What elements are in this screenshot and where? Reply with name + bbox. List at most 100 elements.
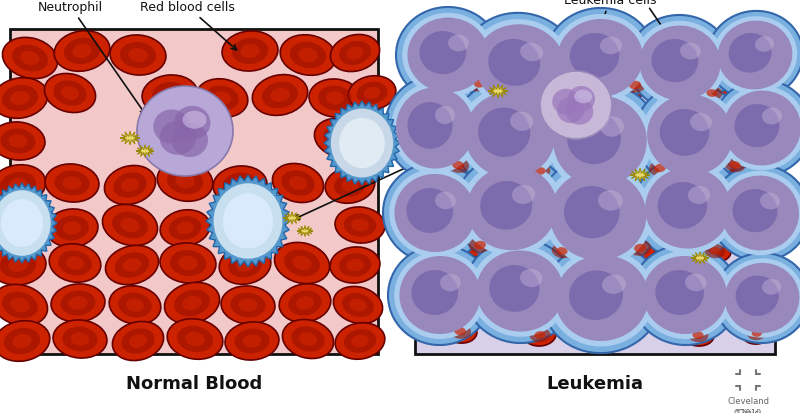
Ellipse shape: [390, 170, 481, 257]
Ellipse shape: [364, 140, 380, 152]
Ellipse shape: [729, 34, 772, 74]
Ellipse shape: [448, 36, 469, 52]
Ellipse shape: [542, 243, 662, 353]
Ellipse shape: [222, 32, 278, 72]
Ellipse shape: [607, 325, 629, 341]
Ellipse shape: [459, 87, 561, 184]
Ellipse shape: [598, 191, 622, 211]
Ellipse shape: [480, 182, 532, 230]
Ellipse shape: [554, 97, 646, 187]
Ellipse shape: [435, 107, 455, 125]
Ellipse shape: [55, 216, 89, 241]
Ellipse shape: [152, 83, 188, 109]
Ellipse shape: [394, 175, 475, 252]
Ellipse shape: [419, 32, 466, 75]
Ellipse shape: [113, 322, 163, 361]
Ellipse shape: [602, 275, 626, 294]
Ellipse shape: [0, 165, 46, 206]
Ellipse shape: [736, 276, 778, 316]
Ellipse shape: [568, 87, 595, 112]
Ellipse shape: [221, 286, 275, 324]
Ellipse shape: [120, 218, 140, 233]
Ellipse shape: [114, 253, 150, 278]
Ellipse shape: [520, 269, 542, 287]
Ellipse shape: [396, 88, 474, 169]
Ellipse shape: [63, 222, 81, 235]
Ellipse shape: [176, 222, 194, 235]
Ellipse shape: [350, 299, 366, 312]
Ellipse shape: [660, 110, 710, 157]
Ellipse shape: [702, 87, 722, 101]
Ellipse shape: [468, 75, 492, 93]
Ellipse shape: [222, 194, 273, 249]
Ellipse shape: [106, 246, 158, 285]
Ellipse shape: [574, 90, 592, 104]
Ellipse shape: [160, 210, 210, 247]
Ellipse shape: [252, 76, 308, 116]
Ellipse shape: [440, 274, 461, 292]
Ellipse shape: [177, 326, 213, 352]
Ellipse shape: [469, 20, 571, 112]
Ellipse shape: [122, 259, 142, 272]
Ellipse shape: [713, 17, 797, 95]
Ellipse shape: [682, 324, 714, 346]
Ellipse shape: [334, 174, 366, 197]
Ellipse shape: [411, 271, 458, 315]
Ellipse shape: [454, 327, 466, 335]
Ellipse shape: [725, 263, 799, 333]
Ellipse shape: [331, 132, 349, 145]
Ellipse shape: [118, 293, 152, 318]
Ellipse shape: [402, 14, 494, 98]
Ellipse shape: [351, 219, 369, 232]
Ellipse shape: [391, 83, 479, 174]
Ellipse shape: [388, 245, 492, 345]
Ellipse shape: [550, 170, 646, 261]
Ellipse shape: [274, 243, 330, 284]
Ellipse shape: [407, 19, 489, 93]
Ellipse shape: [721, 176, 799, 251]
Ellipse shape: [175, 174, 194, 189]
Ellipse shape: [154, 110, 190, 144]
Ellipse shape: [284, 250, 320, 277]
Ellipse shape: [234, 329, 270, 354]
Ellipse shape: [547, 91, 653, 192]
Ellipse shape: [530, 164, 550, 179]
Ellipse shape: [612, 329, 624, 337]
Ellipse shape: [196, 80, 248, 118]
Ellipse shape: [45, 164, 99, 203]
Ellipse shape: [723, 91, 800, 166]
Ellipse shape: [706, 90, 718, 97]
Ellipse shape: [688, 328, 708, 342]
Ellipse shape: [747, 326, 766, 340]
Ellipse shape: [550, 88, 561, 96]
Ellipse shape: [182, 112, 206, 129]
Ellipse shape: [685, 274, 706, 292]
Ellipse shape: [174, 107, 210, 141]
Ellipse shape: [649, 161, 671, 176]
Ellipse shape: [348, 128, 396, 163]
Ellipse shape: [167, 169, 203, 195]
Ellipse shape: [344, 329, 376, 353]
Ellipse shape: [58, 251, 92, 276]
Ellipse shape: [476, 251, 564, 332]
Ellipse shape: [54, 171, 90, 196]
Ellipse shape: [282, 320, 334, 358]
Ellipse shape: [62, 327, 98, 351]
Ellipse shape: [0, 252, 36, 278]
Ellipse shape: [1, 129, 35, 154]
Ellipse shape: [510, 112, 533, 132]
Ellipse shape: [186, 332, 205, 346]
Ellipse shape: [230, 293, 266, 318]
Ellipse shape: [540, 84, 660, 199]
Ellipse shape: [628, 16, 732, 112]
Ellipse shape: [120, 43, 156, 69]
Ellipse shape: [0, 321, 50, 361]
Ellipse shape: [642, 90, 738, 181]
Ellipse shape: [543, 164, 653, 266]
Ellipse shape: [346, 47, 364, 60]
Ellipse shape: [406, 189, 453, 233]
Polygon shape: [0, 183, 57, 263]
Ellipse shape: [643, 256, 727, 334]
Ellipse shape: [707, 12, 800, 100]
Ellipse shape: [762, 108, 782, 125]
